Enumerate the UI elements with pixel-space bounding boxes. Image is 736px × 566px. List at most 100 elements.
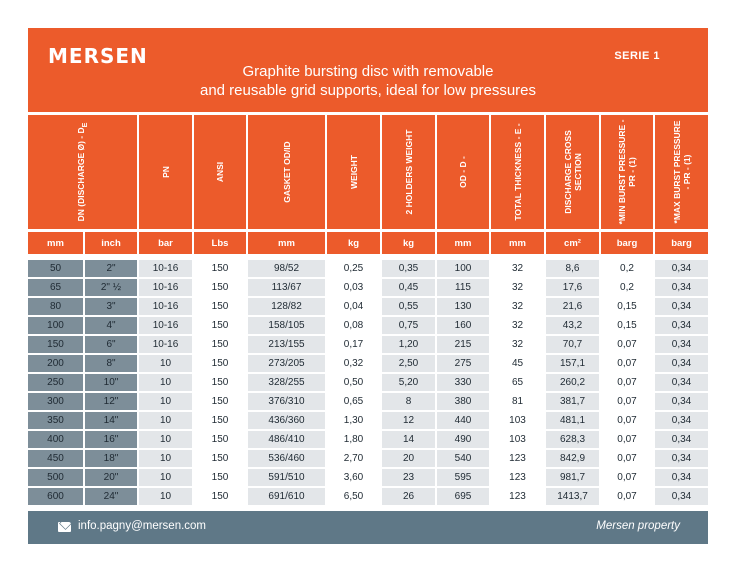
serie-label: SERIE 1 [614,50,660,62]
table-cell: 14 [380,429,435,448]
table-cell: 150 [192,334,246,353]
col-header-holders-weight: 2 HOLDERS WEIGHT [380,112,435,229]
header-banner: MERSEN SERIE 1 Graphite bursting disc wi… [28,28,708,112]
table-row: 80 3" 10-16 150 128/82 0,04 0,55 130 32 21,6 0,15 0… [28,296,708,315]
table-cell: 0,25 [325,254,380,277]
table-cell: 123 [489,467,544,486]
table-cell: 380 [435,391,489,410]
table-row: 65 2" ½ 10-16 150 113/67 0,03 0,45 115 32 17,6 0,2… [28,277,708,296]
page-title: Graphite bursting disc with removable an… [28,62,708,100]
table-cell: 628,3 [544,429,599,448]
unit-cell: cm² [544,229,599,254]
table-cell: 150 [192,315,246,334]
table-cell: 150 [192,391,246,410]
table-cell: 540 [435,448,489,467]
table-row: 250 10" 10 150 328/255 0,50 5,20 330 65 260,2 0,07… [28,372,708,391]
table-cell: 0,50 [325,372,380,391]
table-cell: 981,7 [544,467,599,486]
table-cell: 157,1 [544,353,599,372]
mail-icon [58,522,71,532]
table-cell: 213/155 [246,334,325,353]
table-cell: 10 [137,486,192,505]
table-cell: 200 [28,353,83,372]
table-cell: 0,34 [653,277,708,296]
table-cell: 0,65 [325,391,380,410]
table-cell: 150 [192,353,246,372]
contact-email[interactable]: info.pagny@mersen.com [78,520,207,532]
table-cell: 1,30 [325,410,380,429]
table-cell: 0,34 [653,334,708,353]
table-cell: 24" [83,486,137,505]
table-cell: 8,6 [544,254,599,277]
table-cell: 0,35 [380,254,435,277]
table-cell: 0,07 [599,334,653,353]
table-cell: 103 [489,429,544,448]
table-cell: 0,04 [325,296,380,315]
table-cell: 10-16 [137,315,192,334]
table-cell: 26 [380,486,435,505]
table-row: 200 8" 10 150 273/205 0,32 2,50 275 45 157,1 0,07 0… [28,353,708,372]
table-cell: 17,6 [544,277,599,296]
table-cell: 0,34 [653,486,708,505]
table-cell: 0,15 [599,296,653,315]
table-cell: 0,07 [599,467,653,486]
table-cell: 0,34 [653,391,708,410]
table-cell: 0,34 [653,254,708,277]
table-cell: 32 [489,334,544,353]
col-header-pn: PN [137,112,192,229]
table-cell: 8" [83,353,137,372]
table-row: 150 6" 10-16 150 213/155 0,17 1,20 215 32 70,7 0,0… [28,334,708,353]
table-cell: 32 [489,315,544,334]
unit-cell: kg [325,229,380,254]
col-header-cross-section: DISCHARGE CROSS SECTION [544,112,599,229]
header-row: DN (DISCHARGE Ø) - DE PN ANSI GASKET OD/… [28,112,708,229]
table-cell: 0,34 [653,429,708,448]
table-cell: 440 [435,410,489,429]
table-cell: 10 [137,353,192,372]
col-header-max-burst: *MAX BURST PRESSURE - PR - (1) [653,112,708,229]
unit-cell: bar [137,229,192,254]
table-cell: 0,34 [653,410,708,429]
table-cell: 115 [435,277,489,296]
table-cell: 21,6 [544,296,599,315]
table-cell: 50 [28,254,83,277]
table-cell: 595 [435,467,489,486]
spec-table: DN (DISCHARGE Ø) - DE PN ANSI GASKET OD/… [28,112,708,505]
table-cell: 100 [28,315,83,334]
table-cell: 0,15 [599,315,653,334]
table-cell: 0,07 [599,372,653,391]
col-header-min-burst: *MIN BURST PRESSURE - PR - (1) [599,112,653,229]
table-cell: 591/510 [246,467,325,486]
table-cell: 2" ½ [83,277,137,296]
unit-cell: mm [489,229,544,254]
table-cell: 23 [380,467,435,486]
col-header-dn: DN (DISCHARGE Ø) - DE [28,112,137,229]
table-cell: 2" [83,254,137,277]
table-cell: 160 [435,315,489,334]
unit-cell: inch [83,229,137,254]
title-line-1: Graphite bursting disc with removable [242,63,494,80]
unit-cell: Lbs [192,229,246,254]
table-cell: 0,17 [325,334,380,353]
table-cell: 130 [435,296,489,315]
col-header-od: OD - D - [435,112,489,229]
table-row: 500 20" 10 150 591/510 3,60 23 595 123 981,7 0,07 0… [28,467,708,486]
col-header-gasket: GASKET OD/ID [246,112,325,229]
table-cell: 0,75 [380,315,435,334]
table-cell: 10 [137,410,192,429]
table-cell: 215 [435,334,489,353]
table-cell: 0,07 [599,391,653,410]
table-cell: 150 [192,296,246,315]
table-cell: 0,34 [653,467,708,486]
table-cell: 32 [489,277,544,296]
table-cell: 128/82 [246,296,325,315]
table-cell: 16" [83,429,137,448]
table-cell: 273/205 [246,353,325,372]
table-cell: 65 [489,372,544,391]
table-cell: 300 [28,391,83,410]
datasheet: MERSEN SERIE 1 Graphite bursting disc wi… [28,28,708,544]
table-cell: 10 [137,372,192,391]
footer-bar: info.pagny@mersen.com Mersen property [28,511,708,544]
table-cell: 43,2 [544,315,599,334]
table-row: 300 12" 10 150 376/310 0,65 8 380 81 381,7 0,07 0,3… [28,391,708,410]
